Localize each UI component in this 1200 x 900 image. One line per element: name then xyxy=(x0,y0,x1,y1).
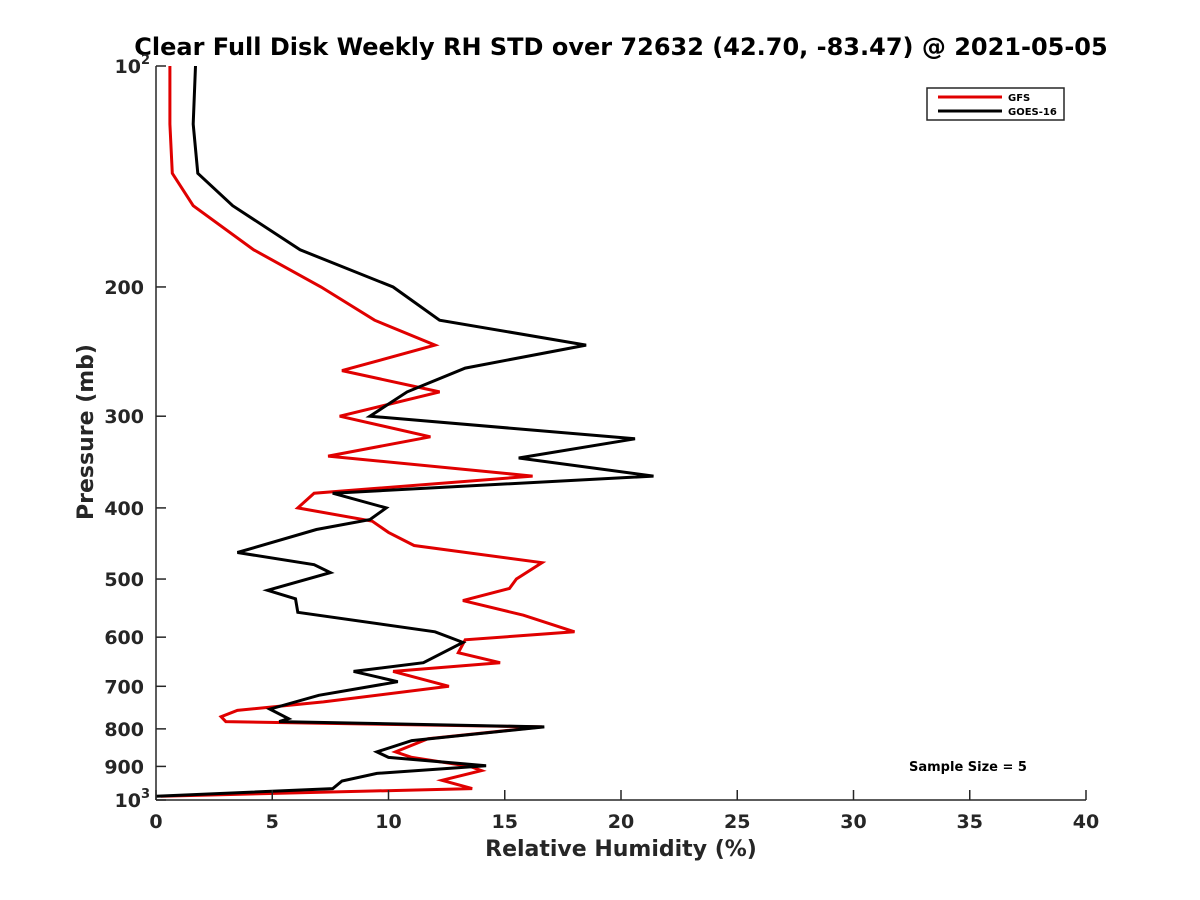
chart-title: Clear Full Disk Weekly RH STD over 72632… xyxy=(134,33,1107,61)
x-tick-label: 15 xyxy=(492,811,518,833)
ticks-layer: 0 5 10 15 20 25 30 35 40 102 200 300 400 500 600 700 800… xyxy=(104,53,1099,833)
legend: GFS GOES-16 xyxy=(926,87,1065,121)
legend-label: GFS xyxy=(1008,93,1030,104)
y-tick-label: 700 xyxy=(104,676,144,698)
y-tick-label: 103 xyxy=(115,787,151,812)
y-tick-label: 900 xyxy=(104,756,144,778)
y-tick-label: 400 xyxy=(104,498,144,520)
x-tick-label: 20 xyxy=(608,811,634,833)
legend-box xyxy=(926,87,1065,121)
y-axis-label: Pressure (mb) xyxy=(74,344,99,520)
x-tick-label: 30 xyxy=(840,811,866,833)
x-tick-label: 40 xyxy=(1073,811,1099,833)
x-tick-label: 35 xyxy=(957,811,983,833)
axes-layer xyxy=(155,66,1086,801)
x-tick-label: 0 xyxy=(149,811,162,833)
series-line-goes-16 xyxy=(156,66,654,798)
x-tick-label: 25 xyxy=(724,811,750,833)
legend-label: GOES-16 xyxy=(1008,107,1057,118)
sample-size-annotation: Sample Size = 5 xyxy=(909,760,1027,775)
y-tick-label: 200 xyxy=(104,277,144,299)
x-axis-label: Relative Humidity (%) xyxy=(485,837,757,862)
y-tick-label: 300 xyxy=(104,406,144,428)
series-layer xyxy=(156,66,654,798)
y-tick-label: 800 xyxy=(104,719,144,741)
x-tick-label: 10 xyxy=(375,811,401,833)
y-tick-label: 600 xyxy=(104,627,144,649)
y-tick-label: 102 xyxy=(115,53,151,78)
x-tick-label: 5 xyxy=(266,811,279,833)
y-tick-label: 500 xyxy=(104,569,144,591)
